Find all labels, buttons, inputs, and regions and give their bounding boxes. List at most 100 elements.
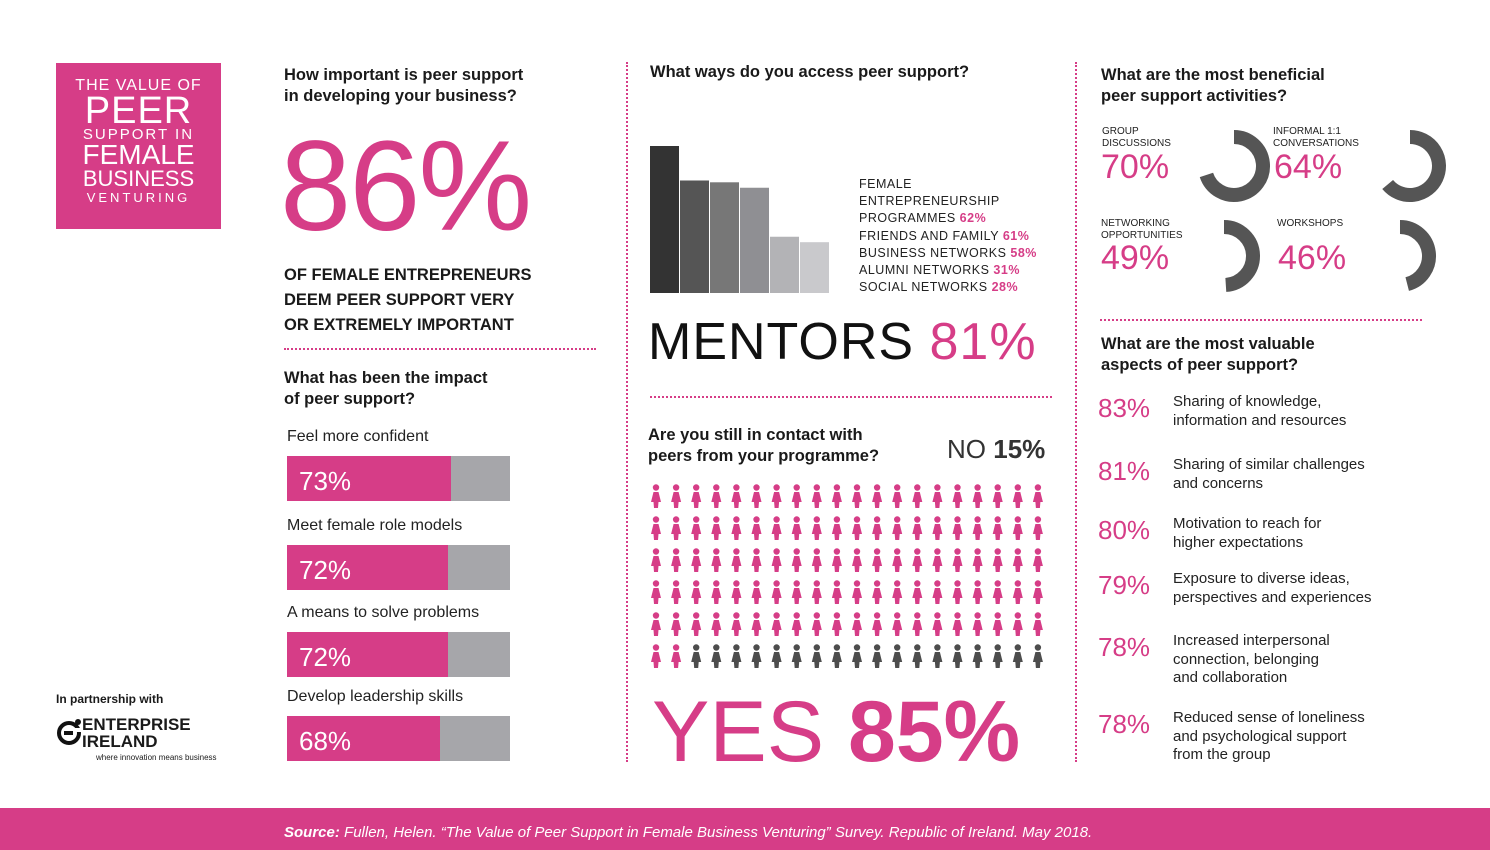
- legend-row: FEMALE: [859, 176, 1037, 193]
- person-icon: [811, 580, 822, 604]
- aspect-text-line: and collaboration: [1173, 669, 1288, 686]
- aspect-pct: 79%: [1098, 570, 1151, 600]
- aspect-pct: 78%: [1098, 709, 1151, 739]
- column-divider: [626, 62, 628, 762]
- activity-label-line: NETWORKING: [1101, 218, 1170, 229]
- person-icon: [932, 644, 943, 668]
- legend-pct: 28%: [991, 280, 1019, 295]
- person-icon: [751, 580, 762, 604]
- activity-label-line: GROUP: [1102, 126, 1139, 137]
- question-line: peer support activities?: [1101, 87, 1288, 105]
- person-icon: [671, 580, 682, 604]
- person-icon: [711, 516, 722, 540]
- person-icon: [872, 484, 883, 508]
- divider: [1100, 319, 1422, 321]
- importance-statement: OF FEMALE ENTREPRENEURS DEEM PEER SUPPOR…: [284, 263, 584, 338]
- person-icon: [791, 548, 802, 572]
- legend-label: SOCIAL NETWORKS: [859, 280, 988, 295]
- person-icon: [831, 580, 842, 604]
- person-icon: [992, 580, 1003, 604]
- aspect-pct: 81%: [1098, 456, 1151, 486]
- person-icon: [992, 548, 1003, 572]
- person-icon: [852, 484, 862, 508]
- person-icon: [671, 612, 682, 636]
- title-line: PEER: [84, 90, 193, 132]
- person-icon: [791, 516, 802, 540]
- legend-pct: 31%: [993, 263, 1020, 278]
- person-icon: [691, 548, 702, 572]
- aspect-text-line: Motivation to reach for: [1173, 515, 1322, 532]
- yes-label: YES: [652, 684, 825, 780]
- person-icon: [1012, 612, 1023, 636]
- person-icon: [1032, 484, 1043, 508]
- person-icon: [811, 548, 822, 572]
- person-icon: [651, 612, 661, 636]
- question-line: What are the most valuable: [1101, 335, 1315, 353]
- person-icon: [892, 548, 903, 572]
- activity-label: NETWORKING OPPORTUNITIES: [1101, 218, 1183, 242]
- person-icon: [751, 484, 762, 508]
- mentors-pct: 81%: [929, 313, 1037, 371]
- person-icon: [992, 612, 1003, 636]
- activity-label: GROUP DISCUSSIONS: [1102, 126, 1171, 150]
- aspect-text: Motivation to reach for higher expectatio…: [1173, 515, 1321, 552]
- impact-bar-fill: 73%: [287, 456, 451, 501]
- person-icon: [992, 516, 1003, 540]
- person-icon: [751, 612, 762, 636]
- title-line: SUPPORT IN: [82, 126, 195, 143]
- impact-label: Develop leadership skills: [287, 688, 464, 705]
- person-icon: [912, 548, 923, 572]
- person-icon: [1032, 612, 1043, 636]
- person-icon: [952, 484, 963, 508]
- aspect-text-line: Increased interpersonal: [1173, 632, 1330, 649]
- no-label: NO: [947, 434, 986, 464]
- access-bar: [710, 182, 739, 293]
- impact-question: What has been the impact of peer support…: [284, 368, 488, 410]
- impact-bar-fill: 68%: [287, 716, 440, 761]
- person-icon: [912, 580, 923, 604]
- question-line: in developing your business?: [284, 87, 517, 105]
- person-icon: [952, 548, 963, 572]
- person-icon: [1012, 644, 1023, 668]
- access-bar-chart: [650, 146, 829, 293]
- yes-pct: 85%: [848, 684, 1021, 780]
- person-icon: [872, 644, 883, 668]
- person-icon: [831, 548, 842, 572]
- mentors-label: MENTORS: [648, 313, 915, 371]
- person-icon: [651, 580, 661, 604]
- person-icon: [912, 612, 923, 636]
- person-icon: [691, 484, 702, 508]
- legend-label: FEMALE: [859, 177, 913, 191]
- person-icon: [771, 644, 782, 668]
- title-line: VENTURING: [86, 190, 191, 205]
- mentors-stat: MENTORS 81%: [648, 312, 1037, 372]
- activity-ring: [1382, 130, 1446, 202]
- person-icon: [892, 484, 903, 508]
- source-label: Source:: [284, 824, 340, 841]
- legend-pct: 58%: [1010, 245, 1037, 260]
- title-box: THE VALUE OF PEER SUPPORT IN FEMALE BUSI…: [56, 63, 221, 229]
- activity-pct: 49%: [1101, 239, 1170, 277]
- person-icon: [671, 516, 682, 540]
- aspect-text: Reduced sense of loneliness and psycholog…: [1173, 709, 1365, 765]
- person-icon: [972, 580, 983, 604]
- legend-row: ENTREPRENEURSHIP: [859, 193, 1037, 210]
- access-question: What ways do you access peer support?: [650, 63, 970, 81]
- person-icon: [992, 484, 1003, 508]
- person-icon: [1032, 548, 1043, 572]
- person-icon: [651, 484, 661, 508]
- person-icon: [791, 612, 802, 636]
- question-line: of peer support?: [284, 390, 416, 408]
- person-icon: [952, 580, 963, 604]
- person-icon: [731, 548, 742, 572]
- person-icon: [791, 484, 802, 508]
- partner-intro: In partnership with: [56, 692, 164, 706]
- person-icon: [731, 644, 742, 668]
- activities-question: What are the most beneficial peer suppor…: [1101, 65, 1325, 107]
- legend-label: ENTREPRENEURSHIP: [859, 194, 1000, 209]
- activity-ring-arc: [1382, 130, 1446, 202]
- impact-bar-fill: 72%: [287, 545, 448, 590]
- person-icon: [852, 580, 862, 604]
- person-icon: [771, 484, 782, 508]
- person-icon: [952, 516, 963, 540]
